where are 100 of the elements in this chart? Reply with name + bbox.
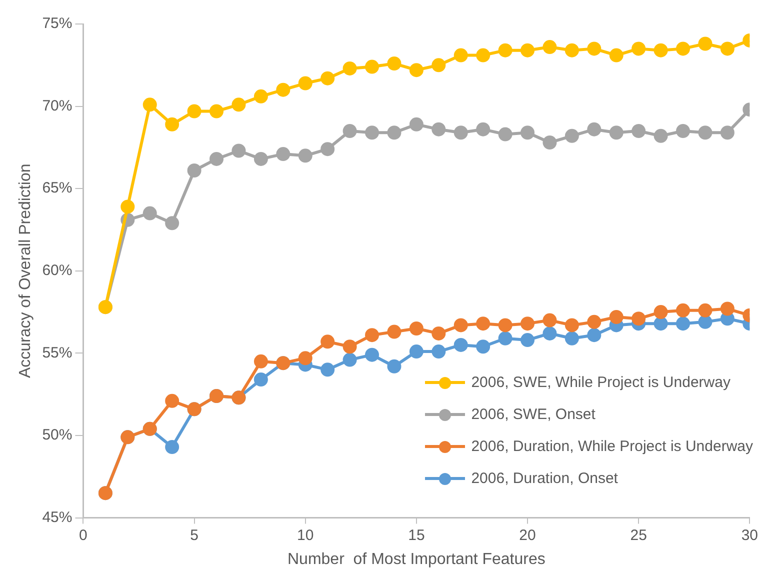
point: [587, 122, 602, 136]
point: [454, 318, 468, 332]
point: [520, 316, 535, 331]
point: [632, 124, 646, 138]
point: [365, 328, 380, 342]
point: [320, 71, 335, 86]
point: [210, 104, 224, 118]
point: [120, 200, 135, 214]
x-tick-label: 20: [519, 526, 536, 544]
point: [432, 122, 446, 136]
point: [142, 206, 157, 220]
point: [454, 126, 468, 140]
point: [232, 98, 246, 112]
point: [365, 60, 380, 74]
point: [232, 144, 246, 158]
point: [254, 89, 268, 104]
point: [632, 42, 646, 56]
x-tick-label: 15: [408, 526, 425, 544]
point: [720, 126, 734, 140]
x-tick-label: 25: [630, 526, 647, 544]
point: [432, 326, 446, 340]
point: [342, 352, 357, 367]
point: [698, 303, 712, 318]
point: [476, 48, 490, 62]
point: [542, 313, 557, 328]
point: [698, 36, 712, 51]
point: [654, 128, 668, 143]
point: [564, 331, 579, 346]
point: [454, 48, 468, 62]
legend-label: 2006, Duration, While Project is Underway: [471, 438, 753, 455]
point: [609, 48, 624, 62]
y-tick-label: 55%: [42, 344, 72, 362]
point: [298, 351, 312, 366]
point: [542, 136, 557, 150]
y-tick-label: 45%: [42, 508, 72, 526]
point: [254, 354, 268, 368]
point: [632, 312, 646, 326]
point: [476, 316, 490, 331]
point: [409, 322, 424, 336]
point: [254, 372, 268, 387]
point: [720, 302, 734, 316]
point: [654, 43, 668, 58]
point: [498, 127, 512, 142]
point: [165, 394, 180, 408]
point: [165, 440, 180, 454]
y-tick-label: 50%: [42, 426, 72, 444]
point: [520, 333, 535, 348]
legend-label: 2006, Duration, Onset: [471, 470, 618, 487]
point: [587, 328, 602, 342]
point: [564, 318, 579, 332]
point: [432, 58, 446, 72]
point: [342, 61, 357, 76]
point: [698, 126, 712, 140]
point: [342, 340, 357, 354]
y-tick-label: 75%: [42, 15, 72, 32]
legend-label: 2006, SWE, Onset: [471, 406, 596, 423]
point: [387, 126, 402, 140]
point: [365, 348, 380, 362]
point: [387, 359, 402, 374]
point: [409, 117, 424, 132]
point: [498, 331, 512, 346]
point: [298, 148, 312, 163]
point: [654, 316, 668, 331]
point: [187, 104, 202, 118]
point: [276, 82, 290, 97]
point: [276, 147, 290, 162]
point: [720, 42, 734, 56]
point: [320, 362, 335, 377]
point: [387, 324, 402, 339]
point: [609, 126, 624, 140]
y-tick-label: 65%: [42, 180, 72, 197]
point: [187, 163, 202, 178]
point: [654, 305, 668, 320]
point: [476, 340, 490, 354]
point: [298, 76, 312, 90]
point: [676, 124, 690, 138]
y-axis-title: Accuracy of Overall Prediction: [17, 164, 34, 378]
point: [476, 122, 490, 136]
point: [409, 344, 424, 359]
x-tick-label: 10: [297, 526, 314, 544]
point: [210, 152, 224, 166]
x-tick-label: 30: [741, 526, 758, 544]
point: [498, 43, 512, 58]
point: [520, 126, 535, 140]
y-tick-label: 60%: [42, 262, 72, 280]
point: [342, 124, 357, 138]
point: [542, 326, 557, 340]
y-tick-label: 70%: [42, 97, 72, 114]
point: [542, 40, 557, 54]
point: [564, 43, 579, 58]
point: [587, 42, 602, 56]
legend-label: 2006, SWE, While Project is Underway: [471, 374, 730, 391]
point: [432, 344, 446, 359]
point: [365, 126, 380, 140]
point: [587, 314, 602, 329]
point: [165, 216, 180, 230]
x-tick-label: 5: [190, 526, 198, 544]
point: [165, 117, 180, 132]
point: [320, 334, 335, 349]
point: [698, 314, 712, 329]
